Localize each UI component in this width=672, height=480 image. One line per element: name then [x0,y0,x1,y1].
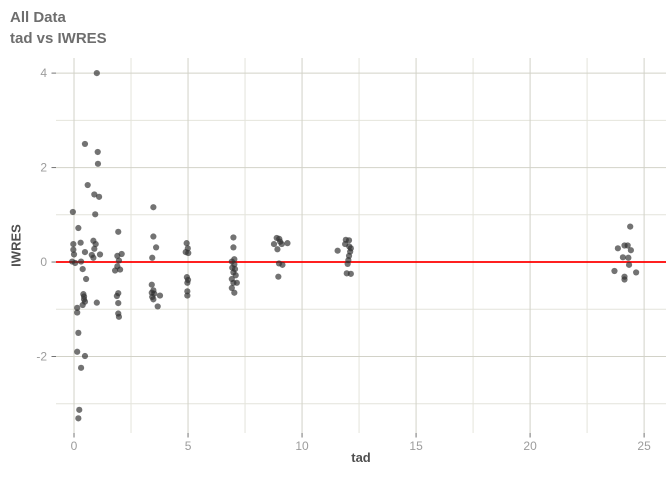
data-point [95,193,103,200]
x-tick-label: 0 [71,439,78,453]
data-point [70,246,77,253]
data-point [72,259,79,267]
data-point [90,254,97,261]
data-point [77,258,85,265]
data-point [347,270,354,277]
data-point [118,250,125,258]
data-point [92,240,99,248]
data-point [230,244,237,251]
data-point [84,181,91,189]
data-point [70,251,78,258]
data-point [614,245,621,252]
data-point [70,240,77,248]
x-tick-label: 25 [637,439,651,453]
data-point [81,140,89,148]
data-point [344,260,351,268]
data-point [627,223,634,230]
data-point [625,254,632,261]
data-point [279,261,286,268]
data-point [149,254,156,261]
data-point [284,240,291,247]
data-point [81,352,89,360]
data-point [74,309,81,316]
data-point [278,240,285,248]
y-tick-label: 2 [40,161,47,175]
data-point [156,292,164,299]
data-point [228,284,235,292]
data-point [93,70,100,77]
data-point [611,267,618,275]
data-point [275,273,282,280]
data-point [74,304,81,311]
data-point [345,237,353,244]
y-tick-label: -2 [36,349,47,363]
data-point [113,292,120,300]
data-point [334,247,341,254]
data-point [79,266,86,273]
data-point [633,269,640,276]
data-point [115,257,123,264]
x-tick-label: 20 [523,439,537,453]
data-point [75,224,82,232]
data-point [148,281,155,288]
data-point [69,208,76,216]
data-point [274,246,281,253]
data-point [270,240,278,248]
data-point [91,191,98,198]
data-point [154,303,161,310]
data-point [183,240,190,247]
data-point [621,276,628,283]
data-point [115,300,122,307]
data-point [77,239,84,246]
data-point [625,261,633,268]
data-point [230,234,237,241]
data-point [94,160,102,167]
chart-title: All Data [10,9,66,26]
y-tick-label: 0 [40,255,47,269]
data-point [96,251,104,258]
data-point [94,148,101,156]
data-point [116,266,124,273]
data-point [619,254,627,261]
data-point [74,348,81,355]
x-tick-label: 10 [295,439,309,453]
data-point [150,204,157,211]
data-point [111,267,119,274]
data-point [81,249,89,256]
data-point [83,275,90,283]
data-point [75,415,82,422]
data-point [184,279,191,286]
data-point [76,406,83,413]
data-point [92,211,99,218]
data-point [624,242,631,249]
data-point [77,364,85,371]
data-point [115,313,123,320]
chart-subtitle: tad vs IWRES [10,30,107,47]
data-point [627,247,634,254]
data-point [93,299,100,306]
data-point [184,288,191,295]
data-point [150,233,157,240]
y-tick-label: 4 [40,66,47,80]
data-point [150,296,157,303]
y-axis-title: IWRES [8,224,24,267]
x-tick-label: 15 [409,439,423,453]
data-point [233,279,240,286]
data-point [115,228,122,235]
data-point [75,329,82,336]
data-point [153,244,160,251]
x-tick-label: 5 [185,439,192,453]
x-axis-title: tad [351,450,371,465]
data-point [184,292,191,299]
data-point [231,289,238,296]
data-point [232,272,239,279]
data-point [91,245,98,252]
data-point [79,301,86,309]
data-point [185,249,192,257]
